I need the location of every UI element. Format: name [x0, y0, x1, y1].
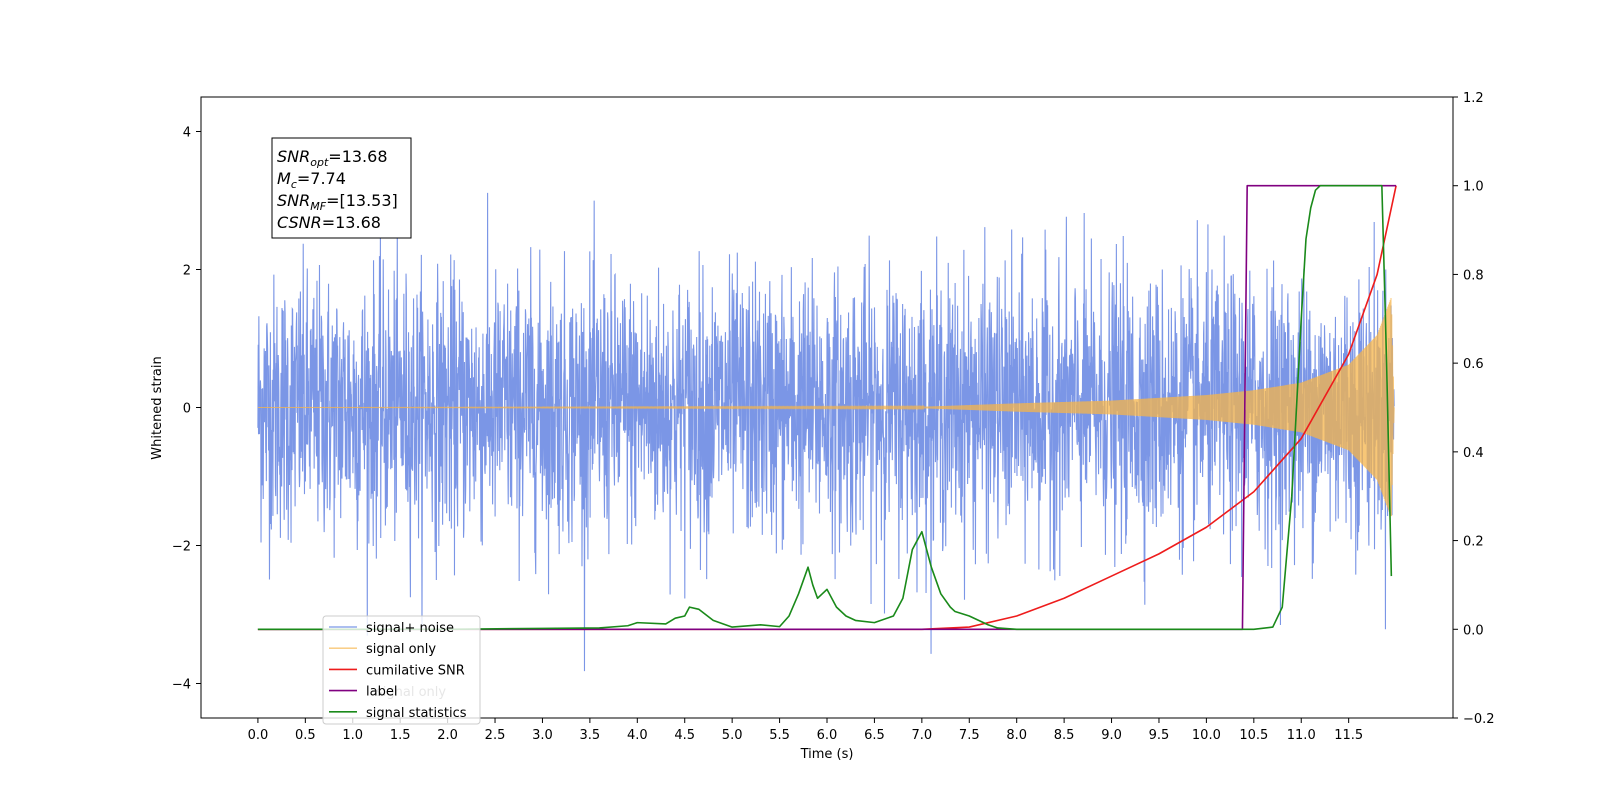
info-value: =13.68 [322, 213, 381, 232]
x-axis-label: Time (s) [800, 747, 854, 762]
x-tick-label: 8.5 [1054, 728, 1075, 743]
legend-item-cumilative-snr: cumilative SNR [329, 663, 465, 678]
info-value: =7.74 [297, 169, 346, 188]
x-axis: 0.0 0.5 1.0 1.5 2.0 2.5 3.0 3.5 4.0 4.5 5.0 5.5 6.0 6… [248, 718, 1363, 743]
info-symbol: M [277, 169, 291, 188]
x-tick-label: 11.5 [1334, 728, 1363, 743]
x-tick-label: 10.5 [1239, 728, 1268, 743]
info-value: =[13.53] [326, 191, 398, 210]
legend-item-signal-noise: signal+ noise [329, 621, 454, 636]
legend: signal only signal+ noise signal only cumil… [322, 615, 481, 725]
y-axis-left: −4 −2 0 2 4 [172, 126, 201, 693]
y2-tick-label: 0.2 [1463, 535, 1484, 550]
x-tick-label: 0.5 [295, 728, 316, 743]
info-symbol: CSNR [277, 213, 322, 232]
legend-item-signal-only: signal only [329, 642, 436, 657]
series-signal-statistics [257, 184, 1393, 631]
y2-tick-label: −0.2 [1463, 712, 1495, 727]
y-axis-right: −0.2 0.0 0.2 0.4 0.6 0.8 1.0 1.2 [1453, 91, 1495, 727]
x-tick-label: 8.0 [1006, 728, 1027, 743]
x-tick-label: 1.0 [342, 728, 363, 743]
legend-item-label: label [329, 685, 397, 700]
legend-label: signal statistics [366, 706, 467, 721]
x-tick-label: 2.0 [437, 728, 458, 743]
x-tick-label: 10.0 [1192, 728, 1221, 743]
y2-tick-label: 0.0 [1463, 623, 1484, 638]
x-tick-label: 3.5 [580, 728, 601, 743]
legend-label: signal+ noise [366, 621, 454, 636]
x-tick-label: 11.0 [1287, 728, 1316, 743]
legend-ghost-text: signal only [376, 685, 446, 700]
info-box: SNRopt=13.68Mc=7.74SNRMF=[13.53]CSNR=13.… [271, 137, 412, 239]
y2-tick-label: 0.8 [1463, 268, 1484, 283]
x-tick-label: 4.5 [674, 728, 695, 743]
plot-area [257, 184, 1397, 672]
x-tick-label: 1.5 [390, 728, 411, 743]
x-tick-label: 9.5 [1149, 728, 1170, 743]
legend-item-signal-statistics: signal statistics [329, 706, 467, 721]
x-tick-label: 4.0 [627, 728, 648, 743]
x-tick-label: 5.0 [722, 728, 743, 743]
info-symbol: SNR [277, 191, 310, 210]
x-tick-label: 9.0 [1101, 728, 1122, 743]
y-tick-label: −2 [172, 540, 191, 555]
x-tick-label: 5.5 [769, 728, 790, 743]
info-line: SNRMF=[13.53] [277, 191, 398, 213]
info-line: CSNR=13.68 [277, 213, 381, 232]
x-tick-label: 0.0 [248, 728, 269, 743]
legend-label: cumilative SNR [366, 663, 465, 678]
info-line: SNRopt=13.68 [277, 147, 388, 169]
y-tick-label: 4 [183, 126, 191, 141]
y2-tick-label: 0.4 [1463, 446, 1484, 461]
legend-label: label [366, 685, 397, 700]
x-tick-label: 7.0 [912, 728, 933, 743]
y-tick-label: −4 [172, 678, 191, 693]
info-line: Mc=7.74 [277, 169, 346, 191]
series-signal-noise [257, 192, 1395, 672]
x-tick-label: 6.5 [864, 728, 885, 743]
y-tick-label: 0 [183, 402, 191, 417]
y-tick-label: 2 [183, 264, 191, 279]
series-signal-only [257, 298, 1395, 517]
y2-tick-label: 0.6 [1463, 357, 1484, 372]
x-tick-label: 2.5 [485, 728, 506, 743]
info-box-frame [271, 137, 412, 239]
x-tick-label: 7.5 [959, 728, 980, 743]
x-tick-label: 6.0 [817, 728, 838, 743]
y-axis-label: Whitened strain [150, 356, 165, 459]
info-symbol: SNR [277, 147, 310, 166]
y2-tick-label: 1.2 [1463, 91, 1484, 106]
x-tick-label: 3.0 [532, 728, 553, 743]
info-subscript: MF [310, 200, 326, 213]
info-subscript: opt [310, 156, 329, 169]
info-subscript: c [291, 178, 297, 191]
legend-frame [322, 615, 481, 725]
y2-tick-label: 1.0 [1463, 180, 1484, 195]
info-value: =13.68 [328, 147, 387, 166]
legend-label: signal only [366, 642, 436, 657]
